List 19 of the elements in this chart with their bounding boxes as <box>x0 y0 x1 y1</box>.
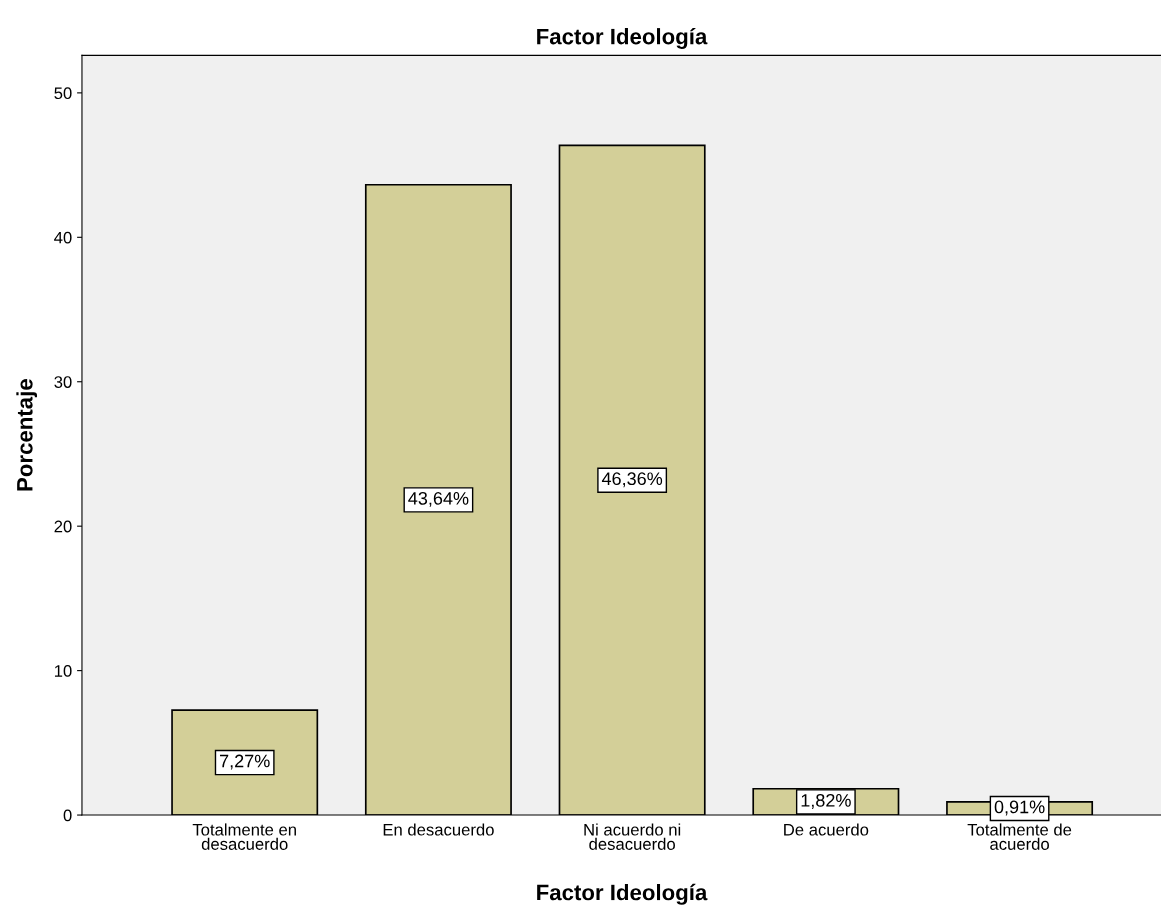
x-tick-label: Totalmente en desacuerdo <box>192 823 296 850</box>
y-axis-title: Porcentaje <box>16 379 38 491</box>
data-label: 46,36% <box>601 472 663 488</box>
y-tick-label: 20 <box>54 520 72 533</box>
y-tick-label: 30 <box>54 376 72 388</box>
x-tick-label: Ni acuerdo ni desacuerdo <box>584 823 681 850</box>
chart-title: Factor Ideología <box>537 27 708 49</box>
y-tick-label: 50 <box>54 87 72 100</box>
x-tick-label: De acuerdo <box>784 823 869 836</box>
x-tick-label: En desacuerdo <box>383 823 494 836</box>
x-axis-title: Factor Ideología <box>537 883 708 905</box>
y-tick-label: 0 <box>63 809 72 822</box>
data-label: 0,91% <box>994 800 1045 816</box>
data-label: 1,82% <box>801 793 851 809</box>
x-tick-label: Totalmente de acuerdo <box>967 823 1072 850</box>
y-tick-label: 10 <box>54 665 72 677</box>
y-tick-label: 40 <box>54 231 72 244</box>
data-label: 43,64% <box>408 491 469 507</box>
data-label: 7,27% <box>220 754 270 770</box>
